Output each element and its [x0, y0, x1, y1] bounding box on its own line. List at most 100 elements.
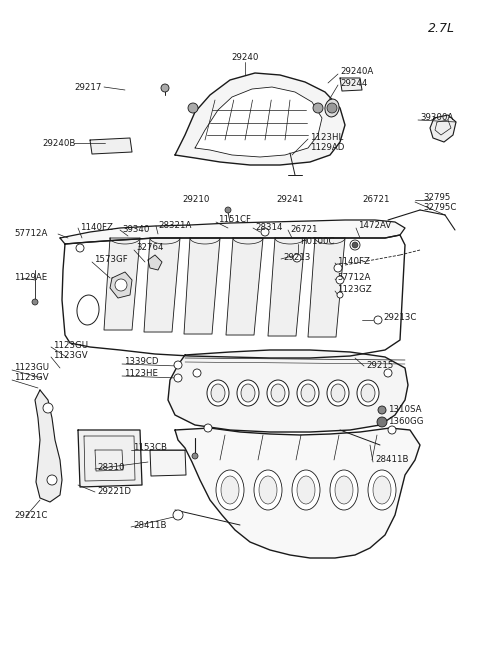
Text: 29240B: 29240B — [43, 138, 76, 147]
Polygon shape — [195, 87, 322, 157]
Circle shape — [327, 103, 337, 113]
Ellipse shape — [373, 476, 391, 504]
Text: 29221C: 29221C — [14, 512, 48, 521]
Ellipse shape — [335, 476, 353, 504]
Text: 28314: 28314 — [255, 223, 283, 233]
Ellipse shape — [292, 470, 320, 510]
Polygon shape — [175, 73, 345, 165]
Circle shape — [174, 361, 182, 369]
Ellipse shape — [259, 476, 277, 504]
Text: 1140FZ: 1140FZ — [337, 257, 370, 267]
Circle shape — [261, 228, 269, 236]
Text: 39340: 39340 — [122, 225, 149, 234]
Text: 29240A: 29240A — [340, 67, 373, 77]
Ellipse shape — [241, 384, 255, 402]
Polygon shape — [104, 238, 140, 330]
Ellipse shape — [357, 380, 379, 406]
Ellipse shape — [207, 380, 229, 406]
Polygon shape — [168, 350, 408, 432]
Polygon shape — [148, 255, 162, 270]
Text: 1123GZ: 1123GZ — [337, 286, 372, 295]
Text: 1472AV: 1472AV — [358, 221, 391, 231]
Circle shape — [336, 276, 344, 284]
Polygon shape — [110, 272, 132, 298]
Polygon shape — [62, 235, 405, 358]
Text: 29215: 29215 — [366, 360, 394, 369]
Text: 28321A: 28321A — [158, 221, 192, 231]
Text: 29241: 29241 — [276, 195, 304, 204]
Text: 1153CB: 1153CB — [133, 443, 167, 453]
Text: 1573GF: 1573GF — [94, 255, 128, 265]
Text: 32795C: 32795C — [423, 204, 456, 212]
Circle shape — [204, 424, 212, 432]
Ellipse shape — [216, 470, 244, 510]
Text: 26721: 26721 — [290, 225, 317, 234]
Text: H0100C: H0100C — [300, 238, 335, 246]
Polygon shape — [175, 428, 420, 558]
Text: 57712A: 57712A — [337, 274, 371, 282]
Text: 1360GG: 1360GG — [388, 417, 423, 426]
Ellipse shape — [221, 476, 239, 504]
Ellipse shape — [325, 99, 339, 117]
Circle shape — [173, 510, 183, 520]
Text: 29244: 29244 — [340, 79, 367, 88]
Circle shape — [334, 264, 342, 272]
Polygon shape — [60, 220, 405, 244]
Text: 1339CD: 1339CD — [124, 358, 158, 367]
Polygon shape — [90, 138, 132, 154]
Circle shape — [43, 403, 53, 413]
Ellipse shape — [297, 476, 315, 504]
Text: 29217: 29217 — [74, 83, 102, 92]
Ellipse shape — [330, 470, 358, 510]
Circle shape — [188, 103, 198, 113]
Circle shape — [313, 103, 323, 113]
Polygon shape — [308, 238, 345, 337]
Circle shape — [374, 316, 382, 324]
Text: 29221D: 29221D — [97, 487, 131, 496]
Polygon shape — [150, 450, 186, 476]
Ellipse shape — [254, 470, 282, 510]
Circle shape — [337, 292, 343, 298]
Circle shape — [225, 207, 231, 213]
Text: 26721: 26721 — [362, 195, 389, 204]
Ellipse shape — [211, 384, 225, 402]
Text: 1140FZ: 1140FZ — [80, 223, 113, 233]
Circle shape — [32, 299, 38, 305]
Text: 1123HE: 1123HE — [124, 369, 158, 379]
Ellipse shape — [301, 384, 315, 402]
Text: 1129AD: 1129AD — [310, 143, 344, 153]
Polygon shape — [268, 238, 305, 336]
Circle shape — [161, 84, 169, 92]
Text: 29240: 29240 — [231, 54, 259, 62]
Polygon shape — [226, 238, 263, 335]
Circle shape — [115, 279, 127, 291]
Text: 32795: 32795 — [423, 193, 450, 202]
Polygon shape — [144, 238, 180, 332]
Circle shape — [384, 369, 392, 377]
Text: 32764: 32764 — [136, 244, 164, 252]
Text: 1123HL: 1123HL — [310, 134, 343, 143]
Circle shape — [378, 406, 386, 414]
Circle shape — [388, 426, 396, 434]
Text: 1123GV: 1123GV — [53, 350, 88, 360]
Text: 57712A: 57712A — [14, 229, 48, 238]
Text: 1310SA: 1310SA — [388, 405, 421, 415]
Text: 28310: 28310 — [97, 464, 124, 472]
Circle shape — [76, 244, 84, 252]
Circle shape — [47, 475, 57, 485]
Text: 29210: 29210 — [182, 195, 210, 204]
Ellipse shape — [327, 380, 349, 406]
Circle shape — [192, 453, 198, 459]
Circle shape — [193, 369, 201, 377]
Polygon shape — [35, 390, 62, 502]
Ellipse shape — [361, 384, 375, 402]
Text: 1129AE: 1129AE — [14, 274, 47, 282]
Text: 2.7L: 2.7L — [428, 22, 455, 35]
Polygon shape — [184, 238, 220, 334]
Ellipse shape — [297, 380, 319, 406]
Ellipse shape — [368, 470, 396, 510]
Circle shape — [350, 240, 360, 250]
Text: 1123GU: 1123GU — [14, 364, 49, 373]
Text: 28411B: 28411B — [133, 521, 167, 531]
Text: 28411B: 28411B — [375, 455, 408, 464]
